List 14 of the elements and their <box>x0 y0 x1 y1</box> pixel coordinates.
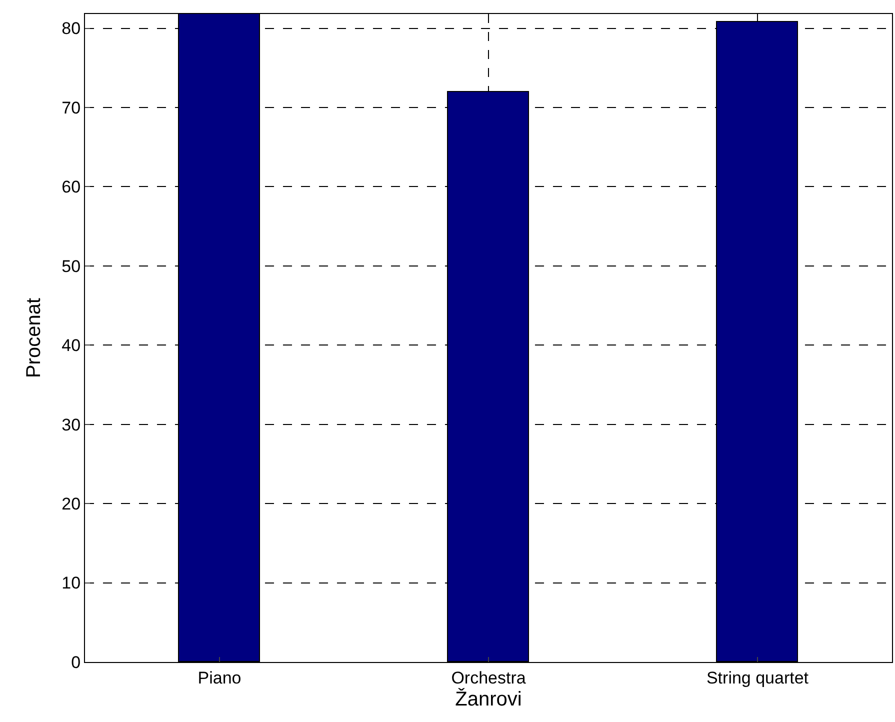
y-tick-label: 10 <box>62 574 81 593</box>
y-tick-label: 80 <box>62 19 81 38</box>
x-axis-title: Žanrovi <box>455 687 522 710</box>
x-tick-label: Piano <box>198 668 242 688</box>
y-tick-label: 50 <box>62 256 81 276</box>
y-tick-label: 20 <box>62 494 81 514</box>
x-tick-label: String quartet <box>706 668 809 688</box>
y-tick-label: 60 <box>62 178 81 197</box>
y-tick-label: 0 <box>71 652 81 672</box>
y-tick-label: 40 <box>62 336 81 356</box>
y-axis-title: Procenat <box>23 298 46 378</box>
y-tick-label: 30 <box>62 415 81 434</box>
x-tick-label: Orchestra <box>451 668 526 688</box>
y-tick-label: 70 <box>62 98 81 118</box>
